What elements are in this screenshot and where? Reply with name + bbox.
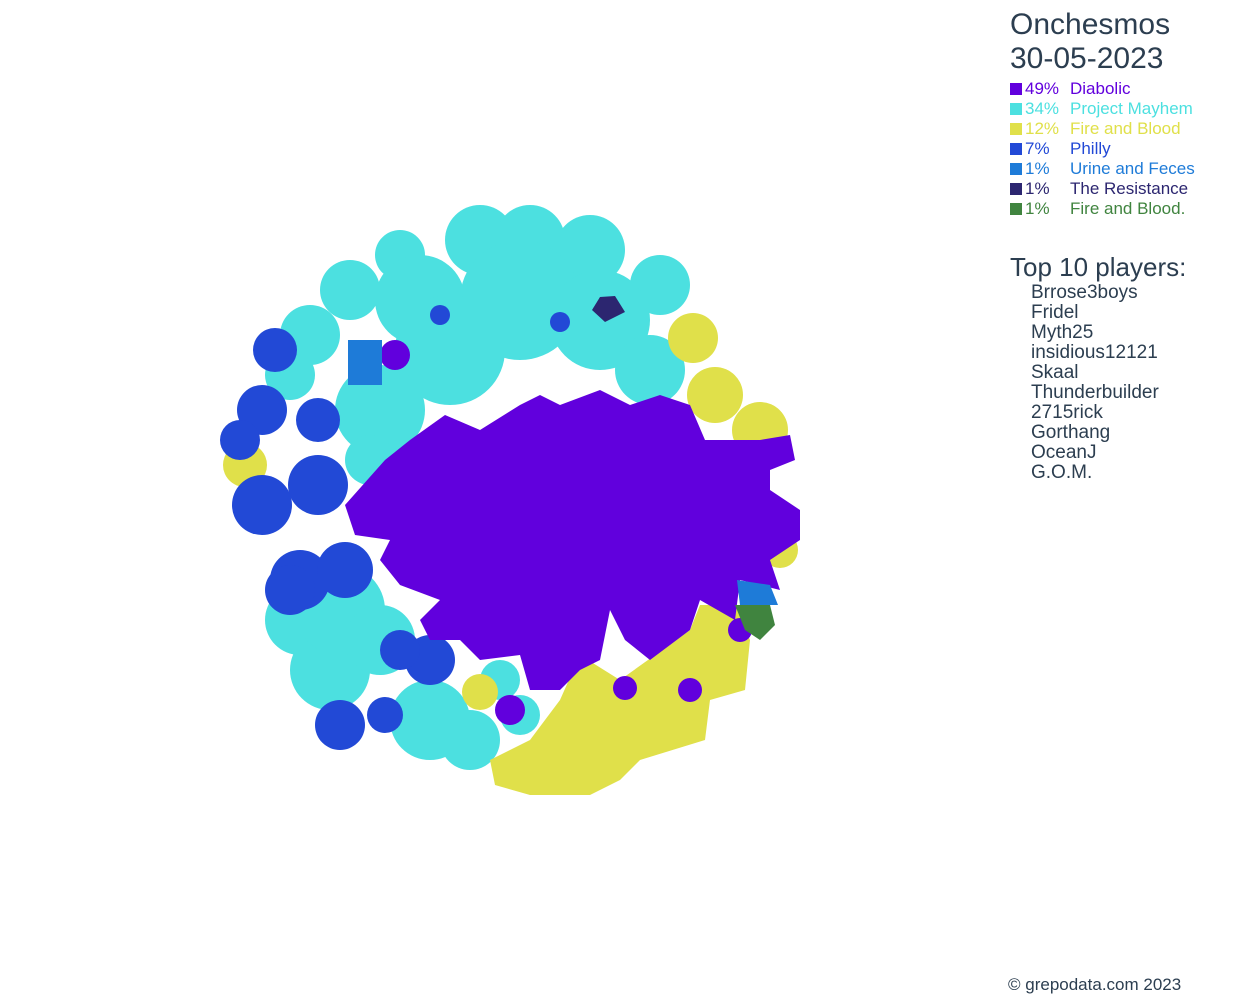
territory-diabolic (495, 695, 525, 725)
legend-item: 12% Fire and Blood (1010, 119, 1195, 139)
world-name: Onchesmos (1010, 8, 1171, 41)
territory-urine-and-feces (737, 580, 778, 605)
legend-swatch (1010, 83, 1022, 95)
territory-philly (380, 630, 420, 670)
territory-philly (296, 398, 340, 442)
legend-item: 7% Philly (1010, 139, 1195, 159)
territory-philly (317, 542, 373, 598)
territory-philly (367, 697, 403, 733)
legend-swatch (1010, 183, 1022, 195)
legend-percent: 1% (1025, 159, 1050, 178)
map-date: 30-05-2023 (1010, 42, 1164, 75)
legend-alliance: Fire and Blood. (1070, 199, 1186, 218)
legend-item: 1% The Resistance (1010, 179, 1195, 199)
territory-fire-and-blood-dot (735, 605, 775, 640)
legend-item: 1% Fire and Blood. (1010, 199, 1195, 219)
legend-percent: 49% (1025, 79, 1060, 98)
territory-fire-and-blood (668, 313, 718, 363)
player-name: Brrose3boys (1031, 282, 1138, 303)
player-name: OceanJ (1031, 442, 1097, 463)
territory-diabolic (345, 390, 800, 690)
player-name: insidious12121 (1031, 342, 1158, 363)
player-name: G.O.M. (1031, 462, 1093, 483)
player-name: Myth25 (1031, 322, 1094, 343)
legend-alliance: Urine and Feces (1070, 159, 1195, 178)
legend-swatch (1010, 143, 1022, 155)
territory-philly (253, 328, 297, 372)
legend-percent: 12% (1025, 119, 1060, 138)
territory-diabolic (678, 678, 702, 702)
territory-fire-and-blood (490, 605, 750, 795)
legend-alliance: Diabolic (1070, 79, 1131, 98)
territory-philly (315, 700, 365, 750)
territory-map (220, 205, 800, 795)
territory-the-resistance (592, 296, 625, 322)
legend-alliance: Project Mayhem (1070, 99, 1193, 118)
territory-fire-and-blood (462, 674, 498, 710)
legend-percent: 7% (1025, 139, 1050, 158)
legend-percent: 1% (1025, 179, 1050, 198)
territory-project-mayhem (555, 215, 625, 285)
territory-philly (430, 305, 450, 325)
legend-swatch (1010, 203, 1022, 215)
territory-project-mayhem (440, 710, 500, 770)
legend-swatch (1010, 123, 1022, 135)
territory-philly (550, 312, 570, 332)
legend-alliance: Fire and Blood (1070, 119, 1181, 138)
legend-item: 34% Project Mayhem (1010, 99, 1195, 119)
legend-swatch (1010, 103, 1022, 115)
territory-philly (232, 475, 292, 535)
legend-alliance: Philly (1070, 139, 1111, 158)
territory-project-mayhem (615, 335, 685, 405)
legend-percent: 34% (1025, 99, 1060, 118)
top-players-list: Brrose3boys Fridel Myth25 insidious12121 Ska… (1031, 283, 1159, 483)
player-name: Fridel (1031, 302, 1079, 323)
player-name: Thunderbuilder (1031, 382, 1159, 403)
territory-fire-and-blood (687, 367, 743, 423)
territory-urine-and-feces (348, 340, 382, 385)
territory-project-mayhem (335, 365, 425, 455)
player-name: Skaal (1031, 362, 1079, 383)
legend-item: 1% Urine and Feces (1010, 159, 1195, 179)
map-title: Onchesmos 30-05-2023 (1010, 8, 1170, 76)
territory-project-mayhem (320, 260, 380, 320)
territory-project-mayhem (550, 270, 650, 370)
copyright: © grepodata.com 2023 (1008, 975, 1182, 994)
territory-diabolic (613, 676, 637, 700)
territory-philly (220, 420, 260, 460)
legend-swatch (1010, 163, 1022, 175)
territory-diabolic (380, 340, 410, 370)
legend-item: 49% Diabolic (1010, 79, 1195, 99)
territory-philly (265, 565, 315, 615)
legend-alliance: The Resistance (1070, 179, 1189, 198)
player-name: Gorthang (1031, 422, 1111, 443)
legend-percent: 1% (1025, 199, 1050, 218)
top-players-heading: Top 10 players: (1010, 252, 1187, 282)
territory-philly (288, 455, 348, 515)
alliance-legend: 49% Diabolic 34% Project Mayhem 12% Fire and … (1010, 79, 1195, 219)
player-name: 2715rick (1031, 402, 1103, 423)
territory-project-mayhem (395, 295, 505, 405)
